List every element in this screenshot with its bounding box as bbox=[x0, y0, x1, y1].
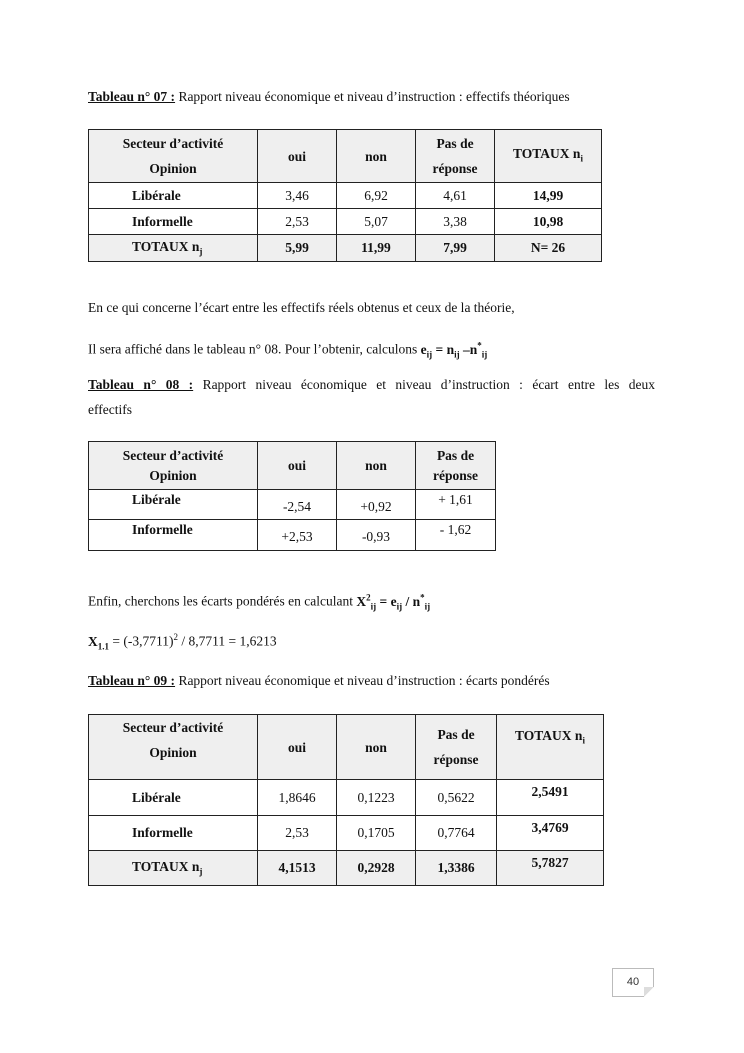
cell: 0,2928 bbox=[336, 850, 416, 886]
table-header: Secteur d’activité Opinion oui non Pas de… bbox=[88, 441, 496, 490]
table-row: Informelle 2,53 0,1705 0,7764 3,4769 bbox=[88, 815, 604, 851]
cell: 2,5491 bbox=[496, 779, 604, 816]
cell: 5,7827 bbox=[496, 850, 604, 886]
cell: 0,7764 bbox=[415, 815, 497, 851]
table-label: Tableau n° 07 : bbox=[88, 89, 176, 104]
cell: 2,53 bbox=[257, 208, 337, 235]
cell: N= 26 bbox=[494, 234, 602, 262]
row-label: TOTAUX nj bbox=[88, 234, 258, 262]
cell: +0,92 bbox=[336, 489, 416, 520]
cell: 4,1513 bbox=[257, 850, 337, 886]
cell: 6,92 bbox=[336, 182, 416, 209]
calculation: X1.1 = (-3,7711)2 / 8,7711 = 1,6213 bbox=[88, 632, 277, 652]
cell: 11,99 bbox=[336, 234, 416, 262]
table-07-title: Tableau n° 07 : Rapport niveau économiqu… bbox=[88, 89, 570, 105]
table-row: Libérale 1,8646 0,1223 0,5622 2,5491 bbox=[88, 779, 604, 816]
header-oui: oui bbox=[257, 714, 337, 780]
cell: +2,53 bbox=[257, 519, 337, 551]
cell: - 1,62 bbox=[415, 519, 496, 551]
header-non: non bbox=[336, 441, 416, 490]
paragraph-formula: Il sera affiché dans le tableau n° 08. P… bbox=[88, 340, 488, 360]
cell: + 1,61 bbox=[415, 489, 496, 520]
header-totaux: TOTAUX ni bbox=[496, 714, 604, 780]
totals-row: TOTAUX nj 4,1513 0,2928 1,3386 5,7827 bbox=[88, 850, 604, 886]
table-header: Secteur d’activité Opinion oui non Pas de… bbox=[88, 714, 604, 780]
header-secteur: Secteur d’activité Opinion bbox=[88, 714, 258, 780]
cell: 3,4769 bbox=[496, 815, 604, 851]
row-label: Libérale bbox=[88, 182, 258, 209]
table-08-title-cont: effectifs bbox=[88, 402, 132, 417]
header-pas: Pas de réponse bbox=[415, 714, 497, 780]
cell: 5,07 bbox=[336, 208, 416, 235]
row-label: Informelle bbox=[88, 815, 258, 851]
table-row: Informelle 2,53 5,07 3,38 10,98 bbox=[88, 208, 602, 235]
table-08-title: Tableau n° 08 : Rapport niveau économiqu… bbox=[88, 377, 655, 392]
row-label: TOTAUX nj bbox=[88, 850, 258, 886]
table-09: Secteur d’activité Opinion oui non Pas de… bbox=[88, 714, 604, 886]
table-row: Libérale 3,46 6,92 4,61 14,99 bbox=[88, 182, 602, 209]
row-label: Libérale bbox=[88, 779, 258, 816]
cell: 14,99 bbox=[494, 182, 602, 209]
table-row: Informelle +2,53 -0,93- 1,62 bbox=[88, 519, 496, 551]
table-08: Secteur d’activité Opinion oui non Pas de… bbox=[88, 441, 496, 551]
header-pas: Pas de réponse bbox=[415, 441, 496, 490]
cell: 3,46 bbox=[257, 182, 337, 209]
totals-row: TOTAUX nj 5,99 11,99 7,99 N= 26 bbox=[88, 234, 602, 262]
cell: 3,38 bbox=[415, 208, 495, 235]
cell: 0,5622 bbox=[415, 779, 497, 816]
row-label: Informelle bbox=[88, 208, 258, 235]
cell: 1,3386 bbox=[415, 850, 497, 886]
header-oui: oui bbox=[257, 129, 337, 183]
header-secteur: Secteur d’activité Opinion bbox=[88, 129, 258, 183]
cell: 0,1705 bbox=[336, 815, 416, 851]
page-number: 40 bbox=[612, 968, 654, 997]
header-oui: oui bbox=[257, 441, 337, 490]
paragraph: En ce qui concerne l’écart entre les eff… bbox=[88, 300, 515, 315]
row-label: Libérale bbox=[88, 489, 258, 520]
table-07: Secteur d’activité Opinion oui non Pas de… bbox=[88, 129, 602, 262]
paragraph-formula: Enfin, cherchons les écarts pondérés en … bbox=[88, 592, 431, 612]
table-09-title: Tableau n° 09 : Rapport niveau économiqu… bbox=[88, 673, 550, 688]
cell: -2,54 bbox=[257, 489, 337, 520]
cell: 5,99 bbox=[257, 234, 337, 262]
table-caption: Rapport niveau économique et niveau d’in… bbox=[175, 89, 570, 104]
cell: 10,98 bbox=[494, 208, 602, 235]
cell: -0,93 bbox=[336, 519, 416, 551]
cell: 7,99 bbox=[415, 234, 495, 262]
row-label: Informelle bbox=[88, 519, 258, 551]
header-pas: Pas de réponse bbox=[415, 129, 495, 183]
table-header: Secteur d’activité Opinion oui non Pas de… bbox=[88, 129, 602, 183]
cell: 4,61 bbox=[415, 182, 495, 209]
cell: 2,53 bbox=[257, 815, 337, 851]
header-secteur: Secteur d’activité Opinion bbox=[88, 441, 258, 490]
header-non: non bbox=[336, 129, 416, 183]
header-totaux: TOTAUX ni bbox=[494, 129, 602, 183]
cell: 1,8646 bbox=[257, 779, 337, 816]
cell: 0,1223 bbox=[336, 779, 416, 816]
table-row: Libérale -2,54 +0,92 + 1,61 bbox=[88, 489, 496, 520]
header-non: non bbox=[336, 714, 416, 780]
